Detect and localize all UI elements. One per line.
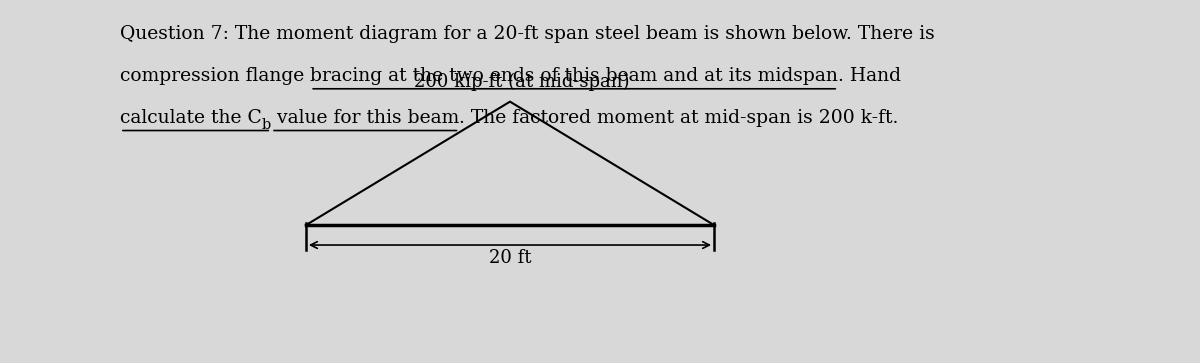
Text: value for this beam: value for this beam	[271, 109, 460, 127]
Text: b: b	[262, 118, 271, 132]
Text: . Hand: . Hand	[838, 67, 901, 85]
Text: bracing at the two ends of this beam and at its midspan: bracing at the two ends of this beam and…	[311, 67, 838, 85]
Text: calculate the C: calculate the C	[120, 109, 262, 127]
Text: 200 kip-ft (at mid-span): 200 kip-ft (at mid-span)	[414, 73, 630, 91]
Text: compression flange: compression flange	[120, 67, 311, 85]
Text: 20 ft: 20 ft	[488, 249, 532, 267]
Text: Question 7: The moment diagram for a 20-ft span steel beam is shown below. There: Question 7: The moment diagram for a 20-…	[120, 25, 935, 44]
Text: . The factored moment at mid-span is 200 k-ft.: . The factored moment at mid-span is 200…	[460, 109, 899, 127]
